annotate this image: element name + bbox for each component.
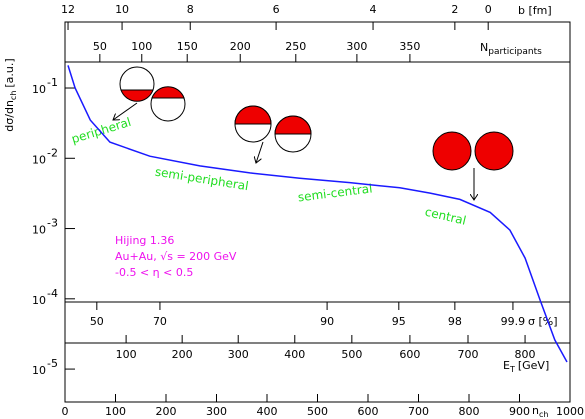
x-tick-label: 700 bbox=[408, 405, 429, 418]
annotation: central bbox=[424, 205, 468, 228]
npart_axis-tick-label: 300 bbox=[346, 40, 367, 53]
y-tick-label: 10 bbox=[32, 83, 46, 96]
et_axis-tick-label: 200 bbox=[172, 348, 193, 361]
page: {"chart_data":{"type":"line","log_y":tru… bbox=[0, 0, 585, 419]
annotation: semi-peripheral bbox=[154, 165, 250, 194]
npart-title-main: N bbox=[480, 41, 488, 54]
et_axis-tick-label: 400 bbox=[284, 348, 305, 361]
et-title: ET[GeV] bbox=[503, 359, 549, 374]
nuclei-peripheral bbox=[113, 67, 185, 121]
y-tick-label: 10 bbox=[32, 224, 46, 237]
x-tick-label: 600 bbox=[358, 405, 379, 418]
b_axis-tick-label: 2 bbox=[451, 3, 458, 16]
et-title-sub: T bbox=[509, 365, 515, 374]
annotation: semi-central bbox=[297, 181, 373, 204]
x-tick-label: 500 bbox=[307, 405, 328, 418]
y-tick-exp: -3 bbox=[47, 217, 58, 230]
sigma_axis-tick-label: 70 bbox=[153, 315, 167, 328]
info-text: Au+Au, √s = 200 GeV bbox=[115, 250, 237, 263]
y-title-unit: [a.u.] bbox=[3, 58, 16, 87]
npart_axis-tick-label: 350 bbox=[399, 40, 420, 53]
x-tick-label: 1000 bbox=[556, 405, 584, 418]
et_axis-tick-label: 600 bbox=[399, 348, 420, 361]
x-tick-label: 0 bbox=[62, 405, 69, 418]
x-tick-label: 300 bbox=[206, 405, 227, 418]
sigma_axis-tick-label: 95 bbox=[392, 315, 406, 328]
y-tick-exp: -2 bbox=[47, 146, 58, 159]
et_axis-tick-label: 700 bbox=[457, 348, 478, 361]
nuclei-semi-peripheral bbox=[235, 106, 311, 163]
data-line bbox=[68, 65, 567, 362]
x-tick-label: 200 bbox=[156, 405, 177, 418]
npart_axis-tick-label: 150 bbox=[177, 40, 198, 53]
x-tick-label: 800 bbox=[459, 405, 480, 418]
et_axis-tick-label: 100 bbox=[116, 348, 137, 361]
b-title: b [fm] bbox=[518, 4, 552, 17]
et_axis-tick-label: 500 bbox=[341, 348, 362, 361]
x-tick-label: 400 bbox=[257, 405, 278, 418]
x-title-sub: ch bbox=[539, 410, 548, 419]
y-tick-exp: -1 bbox=[47, 76, 58, 89]
npart-title-sub: participants bbox=[488, 47, 542, 57]
npart_axis-tick-label: 50 bbox=[93, 40, 107, 53]
info-text: Hijing 1.36 bbox=[115, 234, 174, 247]
et_axis-tick-label: 300 bbox=[228, 348, 249, 361]
et_axis-tick-label: 800 bbox=[515, 348, 536, 361]
y-tick-exp: -4 bbox=[47, 287, 58, 300]
sigma_axis-tick-label: 50 bbox=[90, 315, 104, 328]
chart: dσ/dnch[a.u.] nch b [fm] Nparticipants σ… bbox=[0, 0, 585, 419]
x-title-main: n bbox=[532, 404, 539, 417]
npart_axis-tick-label: 200 bbox=[230, 40, 251, 53]
et-title-main: E bbox=[503, 359, 510, 372]
sigma_axis-tick-label: 99.9 bbox=[501, 315, 526, 328]
b_axis-tick-label: 6 bbox=[273, 3, 280, 16]
y-tick-label: 10 bbox=[32, 153, 46, 166]
b_axis-tick-label: 4 bbox=[370, 3, 377, 16]
b_axis-tick-label: 0 bbox=[485, 3, 492, 16]
sigma-title: σ [%] bbox=[528, 315, 558, 328]
npart-title: Nparticipants bbox=[480, 41, 542, 57]
annotation: peripheral bbox=[70, 115, 133, 146]
y-title-sub: ch bbox=[9, 91, 18, 100]
sigma_axis-tick-label: 90 bbox=[320, 315, 334, 328]
b_axis-tick-label: 12 bbox=[61, 3, 75, 16]
y-tick-exp: -5 bbox=[47, 357, 58, 370]
x-title: nch bbox=[532, 404, 548, 419]
x-tick-label: 100 bbox=[105, 405, 126, 418]
npart_axis-tick-label: 250 bbox=[285, 40, 306, 53]
info-text: -0.5 < η < 0.5 bbox=[115, 266, 193, 279]
b_axis-tick-label: 10 bbox=[115, 3, 129, 16]
y-title-main: dσ/dn bbox=[3, 100, 16, 132]
npart_axis-tick-label: 100 bbox=[131, 40, 152, 53]
nuclei-central bbox=[433, 132, 513, 200]
sigma_axis-tick-label: 98 bbox=[448, 315, 462, 328]
b_axis-tick-label: 8 bbox=[187, 3, 194, 16]
y-tick-label: 10 bbox=[32, 294, 46, 307]
y-tick-label: 10 bbox=[32, 364, 46, 377]
y-title: dσ/dnch [a.u.] bbox=[3, 58, 18, 131]
x-tick-label: 900 bbox=[509, 405, 530, 418]
